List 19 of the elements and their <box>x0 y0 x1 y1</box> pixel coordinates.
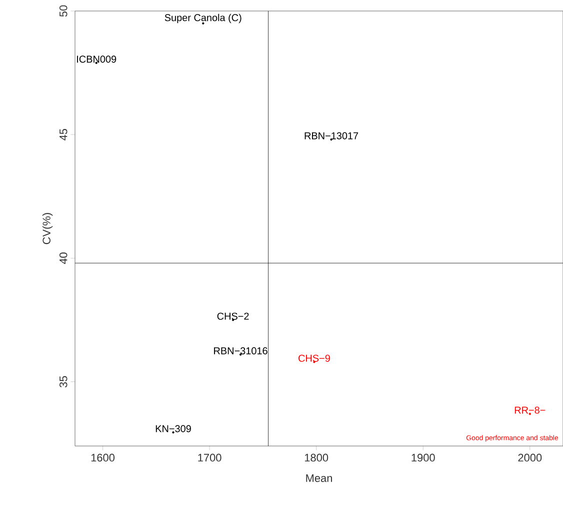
x-tick-label: 1600 <box>91 454 115 462</box>
y-tick-label: 45 <box>60 128 68 140</box>
data-label: CHS−2 <box>217 312 249 320</box>
data-label: CHS−9 <box>298 354 330 362</box>
x-tick-label: 1700 <box>198 454 222 462</box>
data-label: RR−8− <box>514 406 546 414</box>
x-tick-label: 1800 <box>304 454 328 462</box>
x-tick-label: 2000 <box>518 454 542 462</box>
x-tick-label: 1900 <box>412 454 435 462</box>
y-tick-label: 40 <box>59 252 68 264</box>
data-label: ICBN009 <box>77 56 116 63</box>
data-label: RBN−31016 <box>214 347 268 354</box>
y-tick-label: 35 <box>59 376 68 388</box>
data-label: RBN−13017 <box>304 132 358 140</box>
y-axis-title: CV(%) <box>42 213 53 244</box>
y-tick-label: 50 <box>59 5 68 17</box>
x-axis-title: Mean <box>306 474 332 482</box>
data-label: KN−309 <box>156 425 191 432</box>
data-label: Super Canola (C) <box>164 14 242 24</box>
